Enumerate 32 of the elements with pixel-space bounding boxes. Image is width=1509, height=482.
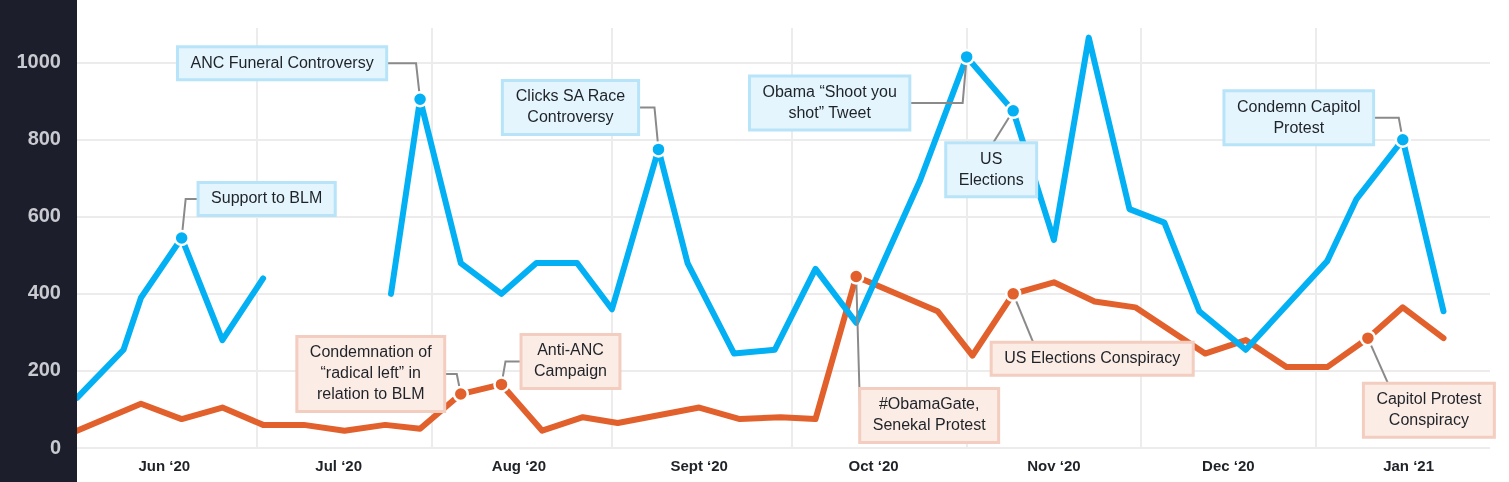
annotation: #ObamaGate, Senekal Protest [872,395,987,434]
y-tick-label: 0 [49,435,61,458]
y-tick-label: 1000 [16,50,61,73]
point [650,141,667,158]
point [1359,329,1377,347]
annotation: US Elections Conspiracy [1004,349,1181,367]
x-tick-label: Sept ‘20 [670,457,728,475]
point [452,385,470,403]
annotation: Condemn Capitol Protest [1236,97,1361,136]
x-tick-label: Nov ‘20 [1027,457,1081,475]
x-tick-label: Jun ‘20 [138,457,191,475]
annotation: Condemnation of “radical left” in relation to BLM [309,343,433,403]
annotation: Obama “Shoot you shot” Tweet [762,82,897,121]
x-tick-label: Oct ‘20 [848,457,899,475]
annotation: Clicks SA Race Controversy [515,87,626,126]
annotation: Anti-ANC Campaign [534,341,607,380]
y-tick-label: 800 [27,127,61,150]
x-tick-label: Dec ‘20 [1202,457,1255,475]
annotation: ANC Funeral Controversy [190,53,374,71]
point [173,229,190,247]
y-tick-label: 200 [27,358,61,381]
annotation: Capitol Protest Conspiracy [1376,390,1482,429]
x-tick-label: Aug ‘20 [491,457,547,475]
x-tick-label: Jul ‘20 [315,457,363,475]
x-tick-label: Jan ‘21 [1383,457,1435,475]
y-tick-label: 600 [27,204,61,227]
annotation: Support to BLM [211,189,323,207]
point [958,48,975,66]
y-tick-label: 400 [27,281,61,304]
point [493,376,510,393]
point [1394,131,1412,148]
annotation: US Elections [958,149,1024,188]
